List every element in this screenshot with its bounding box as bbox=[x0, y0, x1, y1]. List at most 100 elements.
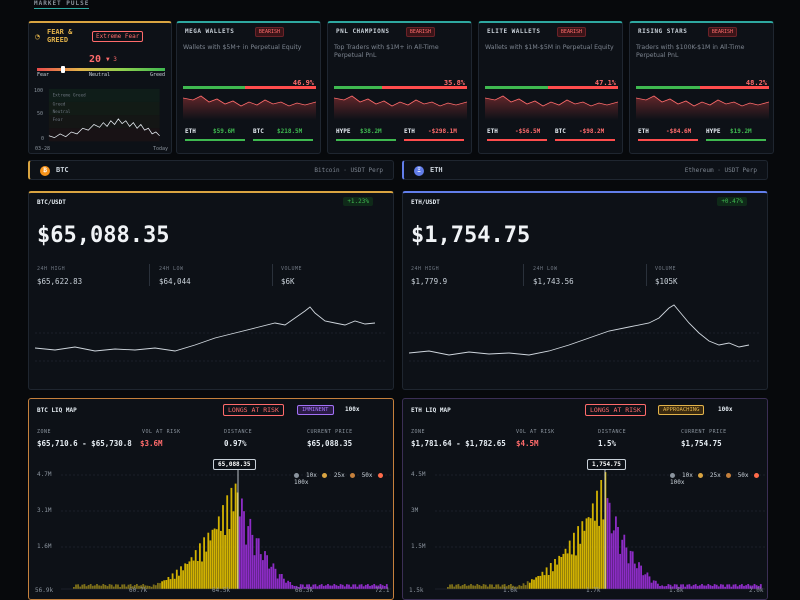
y-tick: 1.6M bbox=[37, 543, 52, 550]
legend-item[interactable]: 10x bbox=[294, 472, 317, 479]
legend-item[interactable]: 100x bbox=[289, 472, 385, 486]
x-tick: 64.5k bbox=[212, 587, 231, 594]
position-value: -$56.5M bbox=[515, 128, 541, 135]
bias-badge: BEARISH bbox=[405, 27, 435, 37]
wallet-card-title: ELITE WALLETS bbox=[487, 28, 541, 35]
liquidation-map-card: BTC LIQ MAP LONGS AT RISK IMMINENT 100x … bbox=[28, 398, 394, 600]
stat-value: $6K bbox=[281, 277, 295, 286]
metric-label: DISTANCE bbox=[598, 429, 627, 435]
metric-label: VOL AT RISK bbox=[516, 429, 555, 435]
legend-item[interactable]: 50x bbox=[349, 472, 373, 479]
wallet-card[interactable]: ELITE WALLETS BEARISH Wallets with $1M-$… bbox=[478, 21, 623, 154]
ratio-sparkline bbox=[636, 95, 769, 120]
zone-label: Greed bbox=[53, 102, 66, 107]
legend-item[interactable]: 25x bbox=[697, 472, 721, 479]
wallet-position-row: ETH -$298.1M bbox=[404, 128, 470, 135]
title-line-2: GREED bbox=[47, 36, 69, 44]
stat-value: $1,743.56 bbox=[533, 277, 574, 286]
x-tick: 68.3k bbox=[295, 587, 314, 594]
wallet-card-title: PNL CHAMPIONS bbox=[336, 28, 390, 35]
asset-label: BTC bbox=[555, 128, 566, 135]
legend-item[interactable]: 10x bbox=[670, 472, 693, 479]
position-value: -$84.6M bbox=[666, 128, 692, 135]
divider bbox=[272, 264, 273, 286]
fear-greed-card: ◔ FEAR & GREED Extreme Fear 20 ▼ 3 Fear … bbox=[28, 21, 172, 154]
asset-label: BTC bbox=[253, 128, 264, 135]
position-bar bbox=[638, 139, 698, 141]
current-price-tag: 1,754.75 bbox=[587, 459, 626, 470]
zone-label: Neutral bbox=[53, 109, 71, 114]
zone-value: $65,710.6 - $65,730.8 bbox=[37, 439, 132, 448]
position-bar bbox=[253, 139, 313, 141]
liquidation-map-card: ETH LIQ MAP LONGS AT RISK APPROACHING 10… bbox=[402, 398, 768, 600]
sentiment-gauge-bar bbox=[37, 68, 165, 71]
divider bbox=[523, 264, 524, 286]
leverage-filter[interactable]: 100x bbox=[718, 406, 733, 413]
asset-header-eth[interactable]: Ξ ETH Ethereum · USDT Perp bbox=[402, 160, 768, 180]
y-tick: 4.7M bbox=[37, 471, 52, 478]
bias-badge: BEARISH bbox=[254, 27, 284, 37]
position-value: -$98.2M bbox=[579, 128, 605, 135]
legend-item[interactable]: 50x bbox=[725, 472, 749, 479]
x-tick-start: 03-28 bbox=[35, 146, 51, 152]
zone-label: Extreme Greed bbox=[53, 92, 86, 97]
legend-dot-icon bbox=[670, 473, 675, 478]
long-ratio-pct: 47.1% bbox=[594, 79, 616, 87]
wallet-card[interactable]: RISING STARS BEARISH Traders with $100K-… bbox=[629, 21, 774, 154]
wallet-description: Top Traders with $1M+ in All-Time Perpet… bbox=[334, 44, 439, 59]
liquidation-histogram bbox=[435, 469, 765, 590]
long-short-bar bbox=[636, 86, 769, 89]
fear-greed-history-chart: Extreme Greed Greed Neutral Fear bbox=[48, 88, 160, 142]
stat-value: $64,044 bbox=[159, 277, 191, 286]
divider bbox=[646, 264, 647, 286]
legend-item[interactable]: 100x bbox=[665, 472, 761, 486]
ethereum-icon: Ξ bbox=[414, 166, 424, 176]
price-change-badge: +1.23% bbox=[343, 197, 373, 206]
gauge-marker bbox=[60, 66, 65, 73]
current-price-value: $1,754.75 bbox=[681, 439, 722, 448]
metric-label: DISTANCE bbox=[224, 429, 253, 435]
fear-greed-value: 20 bbox=[89, 54, 102, 65]
proximity-badge: APPROACHING bbox=[658, 405, 705, 415]
leverage-filter[interactable]: 100x bbox=[345, 406, 360, 413]
wallet-position-row: ETH -$56.5M bbox=[487, 128, 553, 135]
legend-dot-icon bbox=[725, 473, 731, 478]
y-tick: 3M bbox=[411, 507, 419, 514]
y-tick: 3.1M bbox=[37, 507, 52, 514]
bias-badge: BEARISH bbox=[707, 27, 737, 37]
metric-label: ZONE bbox=[37, 429, 52, 435]
x-tick: 1.8k bbox=[669, 587, 684, 594]
legend-dot-icon bbox=[377, 473, 383, 478]
wallet-card-title: RISING STARS bbox=[638, 28, 688, 35]
x-tick: 1.6k bbox=[503, 587, 518, 594]
position-bar bbox=[336, 139, 396, 141]
metric-label: CURRENT PRICE bbox=[307, 429, 353, 435]
legend-label: 100x bbox=[670, 479, 685, 486]
y-tick: 1.5M bbox=[411, 543, 426, 550]
current-price: $1,754.75 bbox=[411, 223, 531, 248]
x-tick: 60.7k bbox=[129, 587, 148, 594]
ratio-sparkline bbox=[334, 95, 467, 120]
asset-label: HYPE bbox=[706, 128, 721, 135]
legend-dot-icon bbox=[753, 473, 759, 478]
asset-label: HYPE bbox=[336, 128, 351, 135]
liquidation-histogram bbox=[61, 469, 391, 590]
long-short-bar bbox=[183, 86, 316, 89]
asset-header-btc[interactable]: ₿ BTC Bitcoin · USDT Perp bbox=[28, 160, 394, 180]
legend-dot-icon bbox=[349, 473, 355, 478]
price-line-chart bbox=[409, 304, 761, 362]
stat-label: 24H HIGH bbox=[411, 266, 440, 272]
scale-label-fear: Fear bbox=[37, 72, 50, 78]
vol-at-risk-value: $3.6M bbox=[140, 439, 163, 448]
proximity-badge: IMMINENT bbox=[297, 405, 334, 415]
wallet-card[interactable]: MEGA WALLETS BEARISH Wallets with $5M+ i… bbox=[176, 21, 321, 154]
position-value: $19.2M bbox=[730, 128, 752, 135]
legend-item[interactable]: 25x bbox=[321, 472, 345, 479]
asset-label: ETH bbox=[185, 128, 196, 135]
leverage-legend: 10x 25x 50x 100x bbox=[289, 472, 393, 486]
wallet-card[interactable]: PNL CHAMPIONS BEARISH Top Traders with $… bbox=[327, 21, 472, 154]
current-price-value: $65,088.35 bbox=[307, 439, 353, 448]
asset-name: ETH bbox=[430, 166, 443, 174]
distance-value: 1.5% bbox=[598, 439, 617, 448]
gauge-icon: ◔ bbox=[35, 32, 40, 41]
